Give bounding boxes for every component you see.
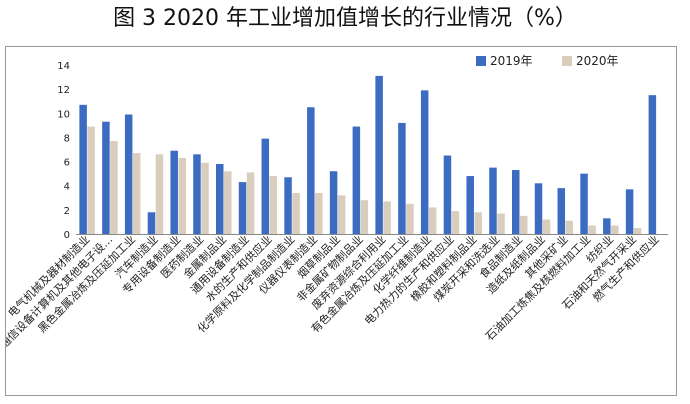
bar-2019 [375, 75, 383, 234]
bar-2020 [360, 200, 369, 234]
bar-2020 [542, 219, 551, 234]
bar-2019 [512, 170, 520, 234]
bar-2019 [238, 182, 247, 234]
bar-2019 [580, 173, 588, 234]
bar-2020 [406, 203, 414, 234]
bar-2019 [307, 107, 315, 234]
legend-label-2020: 2020年 [576, 54, 619, 68]
bar-2020 [292, 192, 300, 234]
bar-2020 [474, 212, 482, 234]
bar-2019 [603, 218, 611, 234]
bar-2019 [489, 167, 497, 234]
y-tick-label: 6 [64, 158, 70, 169]
chart-frame: 0 2 4 6 8 10 12 14 电气机械及器材制造业 通信设备计算机及其他电子设… 黑色金属冶… [5, 46, 677, 396]
bar-2020 [428, 207, 437, 234]
bar-2019 [534, 183, 543, 234]
bar-2019 [79, 104, 87, 234]
legend-swatch-2019 [476, 56, 486, 66]
bar-2019 [329, 171, 338, 234]
bar-2020 [201, 162, 209, 234]
y-tick-label: 8 [64, 133, 70, 144]
bar-2019 [557, 188, 566, 234]
bar-2019 [216, 163, 224, 234]
bar-2019 [124, 114, 133, 234]
bar-2020 [565, 220, 574, 234]
bar-2020 [383, 201, 391, 234]
bar-2020 [110, 141, 118, 234]
bar-2020 [178, 157, 186, 234]
bar-2020 [315, 192, 323, 234]
bar-2020 [588, 225, 596, 234]
bar-2019 [466, 176, 474, 234]
bar-2019 [102, 121, 110, 234]
bar-2020 [611, 225, 619, 234]
bar-2020 [269, 176, 278, 234]
bar-2019 [352, 126, 361, 234]
bar-2020 [520, 215, 528, 234]
bar-2019 [284, 177, 292, 234]
x-tick-label: 通信设备计算机及其他电子设… [6, 232, 115, 351]
y-tick-label: 0 [64, 230, 70, 241]
bar-2020 [497, 213, 505, 234]
y-tick-label: 10 [57, 109, 70, 120]
y-tick-label: 14 [57, 61, 70, 72]
bar-2019 [443, 155, 452, 234]
chart-title: 图 3 2020 年工业增加值增长的行业情况（%） [113, 6, 577, 31]
bar-2020 [224, 171, 232, 234]
bar-2020 [87, 126, 95, 234]
bar-2020 [633, 227, 642, 234]
y-tick-label: 2 [64, 206, 70, 217]
legend-label-2019: 2019年 [490, 54, 533, 68]
y-tick-label: 12 [57, 85, 70, 96]
bar-2019 [625, 189, 634, 234]
bar-2020 [451, 211, 460, 234]
bar-2019 [193, 154, 201, 234]
bar-2020 [132, 153, 141, 234]
bar-2019 [261, 138, 270, 234]
bar-2020 [155, 154, 164, 234]
bar-2019 [170, 150, 178, 234]
bar-2019 [420, 90, 429, 234]
bar-2020 [246, 172, 255, 234]
bar-2020 [337, 195, 346, 234]
bar-2019 [398, 122, 406, 234]
bar-2019 [147, 212, 156, 234]
bar-2019 [648, 95, 657, 234]
y-tick-label: 4 [64, 182, 70, 193]
bar-chart: 02468101214电气机械及器材制造业通信设备计算机及其他电子设…黑色金属冶… [6, 54, 668, 351]
legend-swatch-2020 [562, 56, 572, 66]
